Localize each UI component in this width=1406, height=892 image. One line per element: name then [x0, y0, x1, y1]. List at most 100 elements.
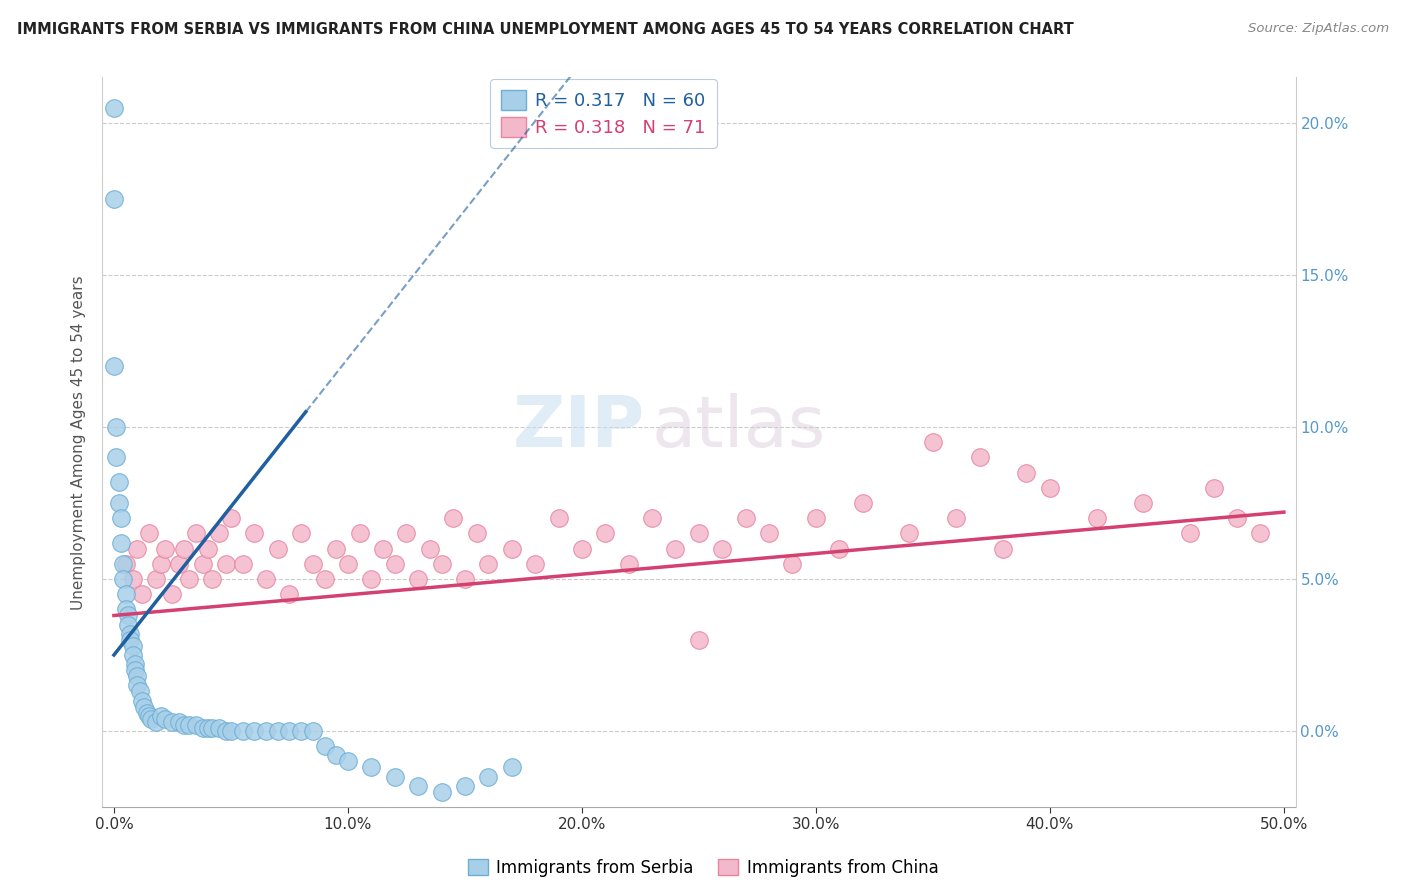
Point — [501, 541, 523, 556]
Text: ZIP: ZIP — [513, 393, 645, 462]
Point — [124, 657, 146, 672]
Point — [360, 572, 382, 586]
Point — [278, 723, 301, 738]
Point — [103, 192, 125, 206]
Point — [477, 770, 499, 784]
Point — [149, 557, 172, 571]
Point — [314, 572, 336, 586]
Point — [688, 526, 710, 541]
Point — [208, 526, 231, 541]
Point — [1202, 481, 1225, 495]
Point — [120, 626, 142, 640]
Point — [138, 708, 160, 723]
Point — [828, 541, 851, 556]
Point — [278, 587, 301, 601]
Point — [804, 511, 827, 525]
Point — [441, 511, 464, 525]
Point — [149, 708, 172, 723]
Point — [162, 587, 184, 601]
Point — [1039, 481, 1062, 495]
Point — [173, 718, 195, 732]
Point — [141, 712, 163, 726]
Point — [501, 760, 523, 774]
Point — [477, 557, 499, 571]
Point — [267, 541, 290, 556]
Point — [267, 723, 290, 738]
Point — [454, 779, 477, 793]
Point — [110, 511, 132, 525]
Point — [114, 602, 136, 616]
Point — [184, 718, 207, 732]
Point — [314, 739, 336, 754]
Point — [1226, 511, 1249, 525]
Point — [107, 496, 129, 510]
Point — [758, 526, 780, 541]
Point — [169, 557, 191, 571]
Point — [243, 723, 266, 738]
Point — [197, 541, 219, 556]
Point — [406, 572, 429, 586]
Point — [105, 450, 128, 465]
Point — [395, 526, 418, 541]
Point — [117, 617, 139, 632]
Point — [688, 632, 710, 647]
Point — [135, 706, 157, 720]
Point — [155, 712, 177, 726]
Point — [177, 718, 200, 732]
Point — [465, 526, 488, 541]
Point — [325, 748, 347, 763]
Point — [173, 541, 195, 556]
Point — [243, 526, 266, 541]
Point — [177, 572, 200, 586]
Point — [124, 663, 146, 677]
Point — [127, 678, 149, 692]
Point — [134, 699, 156, 714]
Point — [782, 557, 804, 571]
Point — [1180, 526, 1202, 541]
Legend: Immigrants from Serbia, Immigrants from China: Immigrants from Serbia, Immigrants from … — [461, 853, 945, 884]
Point — [595, 526, 617, 541]
Point — [145, 714, 167, 729]
Y-axis label: Unemployment Among Ages 45 to 54 years: Unemployment Among Ages 45 to 54 years — [72, 275, 86, 609]
Point — [547, 511, 569, 525]
Point — [219, 511, 242, 525]
Point — [301, 723, 323, 738]
Point — [711, 541, 734, 556]
Text: atlas: atlas — [651, 393, 825, 462]
Point — [336, 755, 359, 769]
Point — [114, 557, 136, 571]
Point — [290, 723, 312, 738]
Point — [1085, 511, 1108, 525]
Point — [349, 526, 371, 541]
Point — [430, 785, 453, 799]
Point — [131, 587, 153, 601]
Point — [617, 557, 640, 571]
Point — [208, 721, 231, 735]
Text: Source: ZipAtlas.com: Source: ZipAtlas.com — [1249, 22, 1389, 36]
Point — [430, 557, 453, 571]
Point — [898, 526, 921, 541]
Point — [219, 723, 242, 738]
Point — [103, 101, 125, 115]
Point — [121, 572, 143, 586]
Point — [191, 557, 214, 571]
Point — [360, 760, 382, 774]
Point — [117, 608, 139, 623]
Point — [112, 572, 135, 586]
Point — [254, 723, 277, 738]
Point — [454, 572, 477, 586]
Point — [1015, 466, 1038, 480]
Point — [138, 526, 160, 541]
Point — [120, 632, 142, 647]
Point — [254, 572, 277, 586]
Point — [384, 770, 406, 784]
Point — [131, 693, 153, 707]
Point — [127, 669, 149, 683]
Point — [419, 541, 441, 556]
Point — [852, 496, 875, 510]
Point — [215, 557, 238, 571]
Point — [664, 541, 686, 556]
Point — [121, 639, 143, 653]
Point — [734, 511, 756, 525]
Point — [406, 779, 429, 793]
